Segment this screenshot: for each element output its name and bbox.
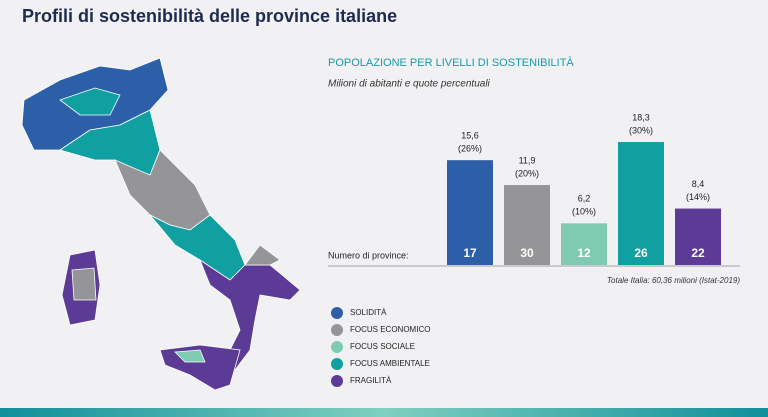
share-label: (14%) (686, 192, 710, 202)
count-value: 26 (634, 246, 648, 260)
count-value: 12 (577, 246, 591, 260)
count-label: Numero di province: (328, 250, 409, 260)
map-region (71, 267, 97, 301)
legend-swatch (331, 324, 343, 336)
legend-swatch (331, 307, 343, 319)
value-label: 18,3 (632, 112, 650, 122)
count-value: 30 (520, 246, 534, 260)
map-region (244, 244, 281, 266)
chart-caption: Milioni di abitanti e quote percentuali (328, 79, 491, 90)
value-label: 11,9 (519, 155, 536, 165)
bar (504, 185, 550, 265)
map-region (174, 349, 206, 363)
legend-label: FOCUS ECONOMICO (350, 325, 430, 334)
legend-label: FRAGILITÀ (350, 376, 392, 385)
bar (618, 142, 664, 265)
share-label: (26%) (458, 144, 482, 154)
bottom-strip (0, 408, 768, 417)
legend-label: FOCUS AMBIENTALE (350, 359, 430, 368)
value-label: 8,4 (692, 179, 705, 189)
chart-subtitle: POPOLAZIONE PER LIVELLI DI SOSTENIBILITÀ (328, 56, 574, 69)
legend-swatch (331, 341, 343, 353)
share-label: (10%) (572, 207, 596, 217)
bar (447, 160, 493, 265)
map-center-south (149, 214, 246, 281)
map-region (59, 87, 121, 116)
legend-label: FOCUS SOCIALE (350, 342, 415, 351)
count-value: 22 (691, 246, 705, 260)
bar (561, 223, 607, 265)
bar (675, 208, 721, 265)
share-label: (30%) (629, 125, 653, 135)
share-label: (20%) (515, 168, 539, 178)
legend-swatch (331, 375, 343, 387)
value-label: 15,6 (461, 131, 479, 141)
value-label: 6,2 (578, 194, 591, 204)
count-value: 17 (463, 246, 477, 260)
page-title: Profili di sostenibilità delle province … (22, 6, 397, 26)
legend-label: SOLIDITÀ (350, 308, 387, 317)
legend-swatch (331, 358, 343, 370)
map (21, 57, 301, 391)
chart-note: Totale Italia: 60,36 milioni (Istat-2019… (607, 276, 740, 285)
